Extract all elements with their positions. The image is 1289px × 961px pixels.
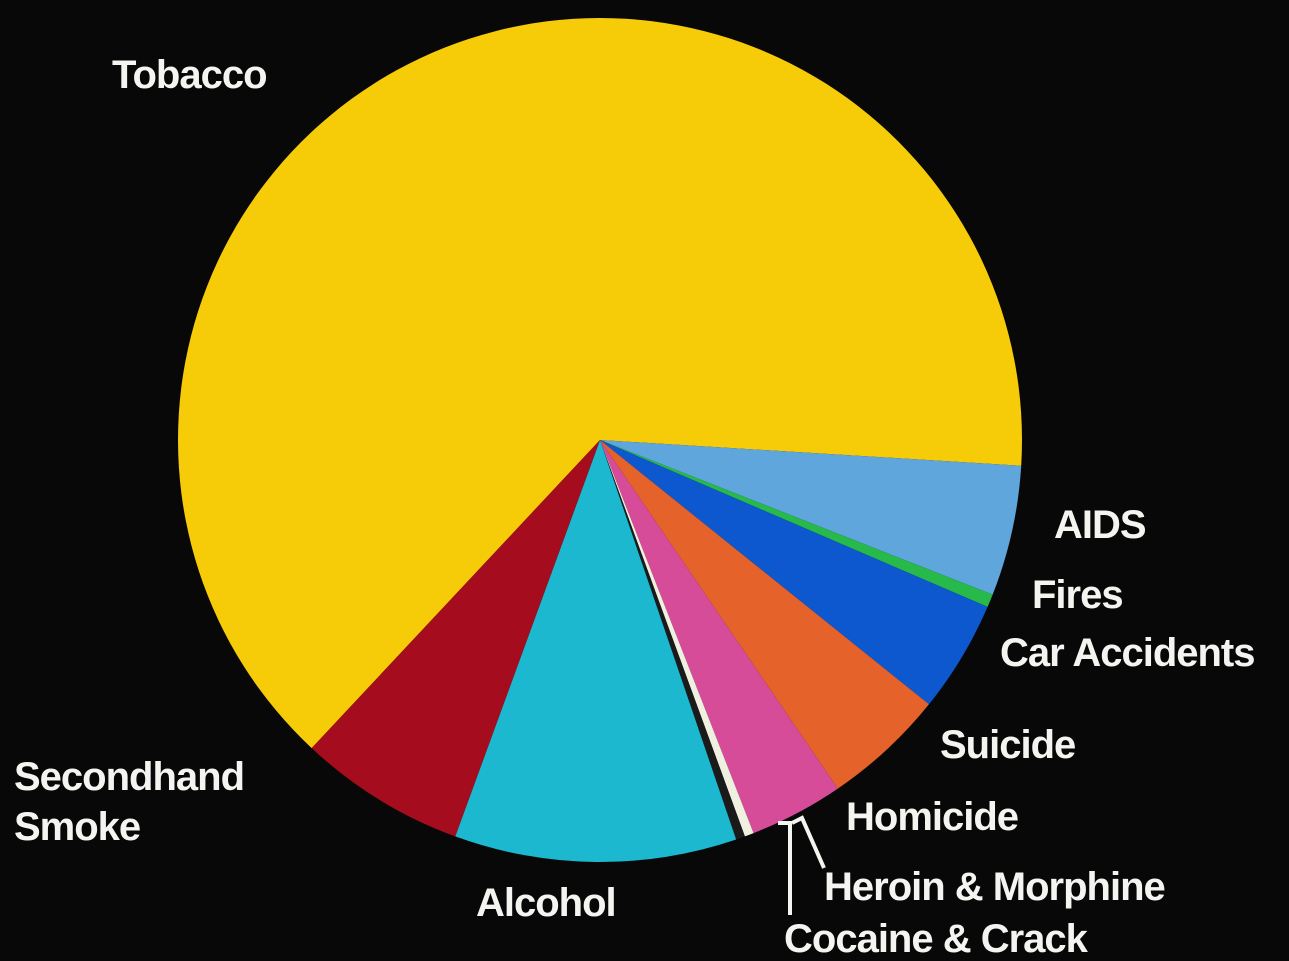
slice-fires (600, 440, 993, 607)
slice-alcohol (455, 440, 737, 863)
slice-homicide (600, 440, 838, 834)
label-secondhand-smoke-line2: Smoke (14, 805, 140, 849)
slice-heroin-morphine (600, 440, 754, 837)
slice-suicide (600, 440, 929, 789)
label-heroin-morphine: Heroin & Morphine (824, 865, 1165, 909)
slice-cocaine-crack (600, 440, 745, 840)
label-alcohol: Alcohol (476, 881, 616, 925)
leader-line-heroin-morphine (791, 815, 826, 869)
slice-car-accidents (600, 440, 988, 705)
leader-line-cocaine-crack (778, 821, 792, 915)
label-fires: Fires (1032, 573, 1123, 617)
slice-secondhand-smoke (311, 440, 600, 837)
slice-aids (600, 440, 1022, 595)
label-car-accidents: Car Accidents (1000, 631, 1255, 675)
slice-tobacco (177, 17, 1022, 749)
label-cocaine-crack: Cocaine & Crack (784, 917, 1089, 961)
label-suicide: Suicide (940, 723, 1075, 767)
label-secondhand-smoke-line1: Secondhand (14, 755, 244, 799)
label-tobacco: Tobacco (112, 53, 267, 97)
leader-lines (778, 815, 826, 915)
pie-slices (177, 17, 1022, 863)
label-homicide: Homicide (846, 795, 1018, 839)
slice-labels: Tobacco AIDS Fires Car Accidents Suicide… (14, 53, 1256, 961)
label-aids: AIDS (1054, 503, 1146, 547)
